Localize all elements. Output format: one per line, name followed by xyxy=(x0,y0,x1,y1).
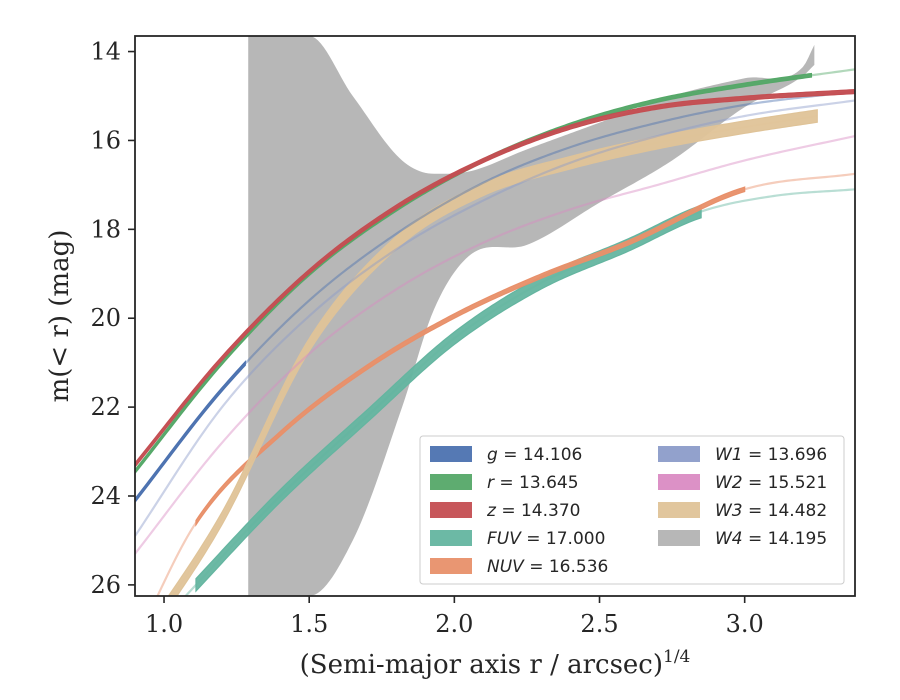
series-fuv-measured-band xyxy=(195,204,702,593)
series-w1 xyxy=(135,99,855,537)
legend-swatch xyxy=(430,446,472,462)
legend-label: W3 = 14.482 xyxy=(715,501,827,521)
legend-label: r = 13.645 xyxy=(487,473,579,493)
plot-frame xyxy=(134,35,856,597)
legend-item-nuv: NUV = 16.536 xyxy=(430,557,608,577)
x-axis-title: (Semi-major axis r / arcsec)1/4 xyxy=(300,647,691,680)
x-tick-label: 3.0 xyxy=(726,610,764,638)
x-tick-label: 2.5 xyxy=(580,610,618,638)
series-g xyxy=(135,90,855,504)
series-w3 xyxy=(167,109,818,596)
legend-swatch xyxy=(430,558,472,574)
legend-item-z: z = 14.370 xyxy=(430,501,580,521)
legend-label: FUV = 17.000 xyxy=(487,529,605,549)
series-g-measured-band xyxy=(135,360,246,504)
series-nuv-measured-band xyxy=(195,186,746,527)
legend-swatch xyxy=(658,446,700,462)
axis-ticks: 1.0 1.5 2.0 2.5 3.0 14 16 18 20 22 24 26 xyxy=(90,38,763,638)
legend-swatch xyxy=(658,502,700,518)
legend-swatch xyxy=(430,530,472,546)
legend-label: z = 14.370 xyxy=(486,501,580,521)
x-tick-label: 2.0 xyxy=(435,610,473,638)
legend-box xyxy=(419,435,845,585)
legend-label: g = 14.106 xyxy=(487,445,582,465)
series-layer xyxy=(135,36,855,596)
legend-item-g: g = 14.106 xyxy=(430,445,582,465)
series-fuv xyxy=(184,188,855,596)
y-tick-label: 22 xyxy=(90,393,121,421)
series-w2-model-line xyxy=(135,134,855,555)
y-axis-title: m(< r) (mag) xyxy=(45,230,75,403)
x-tick-label: 1.0 xyxy=(145,610,183,638)
legend-item-w4: W4 = 14.195 xyxy=(658,529,827,549)
y-tick-label: 24 xyxy=(90,482,121,510)
legend-label: W1 = 13.696 xyxy=(715,445,827,465)
series-w2 xyxy=(135,134,855,555)
series-w4-band xyxy=(248,36,815,596)
legend-item-w3: W3 = 14.482 xyxy=(658,501,827,521)
legend-label: NUV = 16.536 xyxy=(487,557,608,577)
legend-item-r: r = 13.645 xyxy=(430,473,579,493)
legend-item-w1: W1 = 13.696 xyxy=(658,445,827,465)
y-tick-label: 20 xyxy=(90,304,121,332)
y-tick-label: 26 xyxy=(90,571,121,599)
series-w1-model-line xyxy=(135,99,855,537)
series-w3-measured-band xyxy=(167,109,818,596)
y-tick-label: 14 xyxy=(90,38,121,66)
x-axis-title-superscript: 1/4 xyxy=(663,647,690,667)
legend-item-fuv: FUV = 17.000 xyxy=(430,529,605,549)
legend-label: W2 = 15.521 xyxy=(715,473,827,493)
series-z-measured-band xyxy=(135,88,855,468)
legend-swatch xyxy=(430,502,472,518)
x-tick-label: 1.5 xyxy=(290,610,328,638)
series-z xyxy=(135,88,855,468)
legend: g = 14.106 r = 13.645 z = 14.370 FUV = 17.0… xyxy=(419,435,845,585)
y-tick-label: 18 xyxy=(90,215,121,243)
x-axis-title-text: (Semi-major axis r / arcsec) xyxy=(300,650,663,680)
y-tick-label: 16 xyxy=(90,126,121,154)
legend-label: W4 = 14.195 xyxy=(715,529,827,549)
legend-swatch xyxy=(658,530,700,546)
legend-swatch xyxy=(658,474,700,490)
legend-item-w2: W2 = 15.521 xyxy=(658,473,827,493)
series-g-model-line xyxy=(135,90,855,502)
series-w4 xyxy=(248,36,815,596)
x-axis-label: (Semi-major axis r / arcsec)1/4 xyxy=(300,647,691,680)
legend-swatch xyxy=(430,474,472,490)
